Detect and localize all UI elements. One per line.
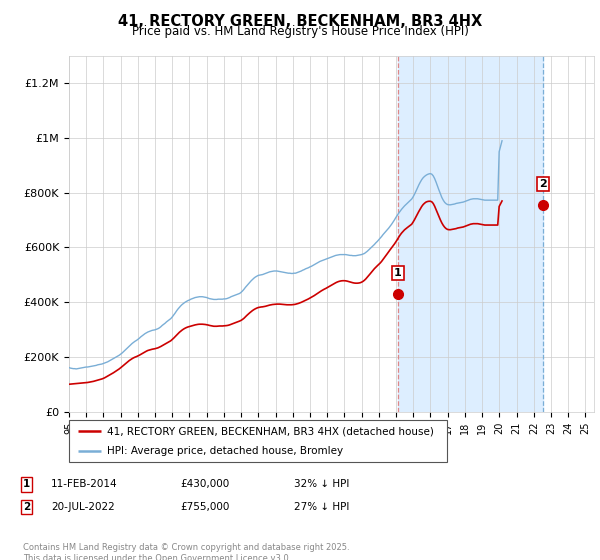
Text: 2: 2 bbox=[539, 179, 547, 189]
Text: 41, RECTORY GREEN, BECKENHAM, BR3 4HX (detached house): 41, RECTORY GREEN, BECKENHAM, BR3 4HX (d… bbox=[107, 426, 434, 436]
Text: Contains HM Land Registry data © Crown copyright and database right 2025.
This d: Contains HM Land Registry data © Crown c… bbox=[23, 543, 349, 560]
Text: HPI: Average price, detached house, Bromley: HPI: Average price, detached house, Brom… bbox=[107, 446, 343, 456]
Text: £430,000: £430,000 bbox=[180, 479, 229, 489]
Text: 1: 1 bbox=[394, 268, 401, 278]
Text: 41, RECTORY GREEN, BECKENHAM, BR3 4HX: 41, RECTORY GREEN, BECKENHAM, BR3 4HX bbox=[118, 14, 482, 29]
FancyBboxPatch shape bbox=[69, 420, 447, 462]
Text: Price paid vs. HM Land Registry's House Price Index (HPI): Price paid vs. HM Land Registry's House … bbox=[131, 25, 469, 38]
Text: £755,000: £755,000 bbox=[180, 502, 229, 512]
Text: 32% ↓ HPI: 32% ↓ HPI bbox=[294, 479, 349, 489]
Text: 20-JUL-2022: 20-JUL-2022 bbox=[51, 502, 115, 512]
Text: 27% ↓ HPI: 27% ↓ HPI bbox=[294, 502, 349, 512]
Text: 11-FEB-2014: 11-FEB-2014 bbox=[51, 479, 118, 489]
Text: 1: 1 bbox=[23, 479, 30, 489]
Bar bbox=[398, 56, 543, 412]
Text: 2: 2 bbox=[23, 502, 30, 512]
